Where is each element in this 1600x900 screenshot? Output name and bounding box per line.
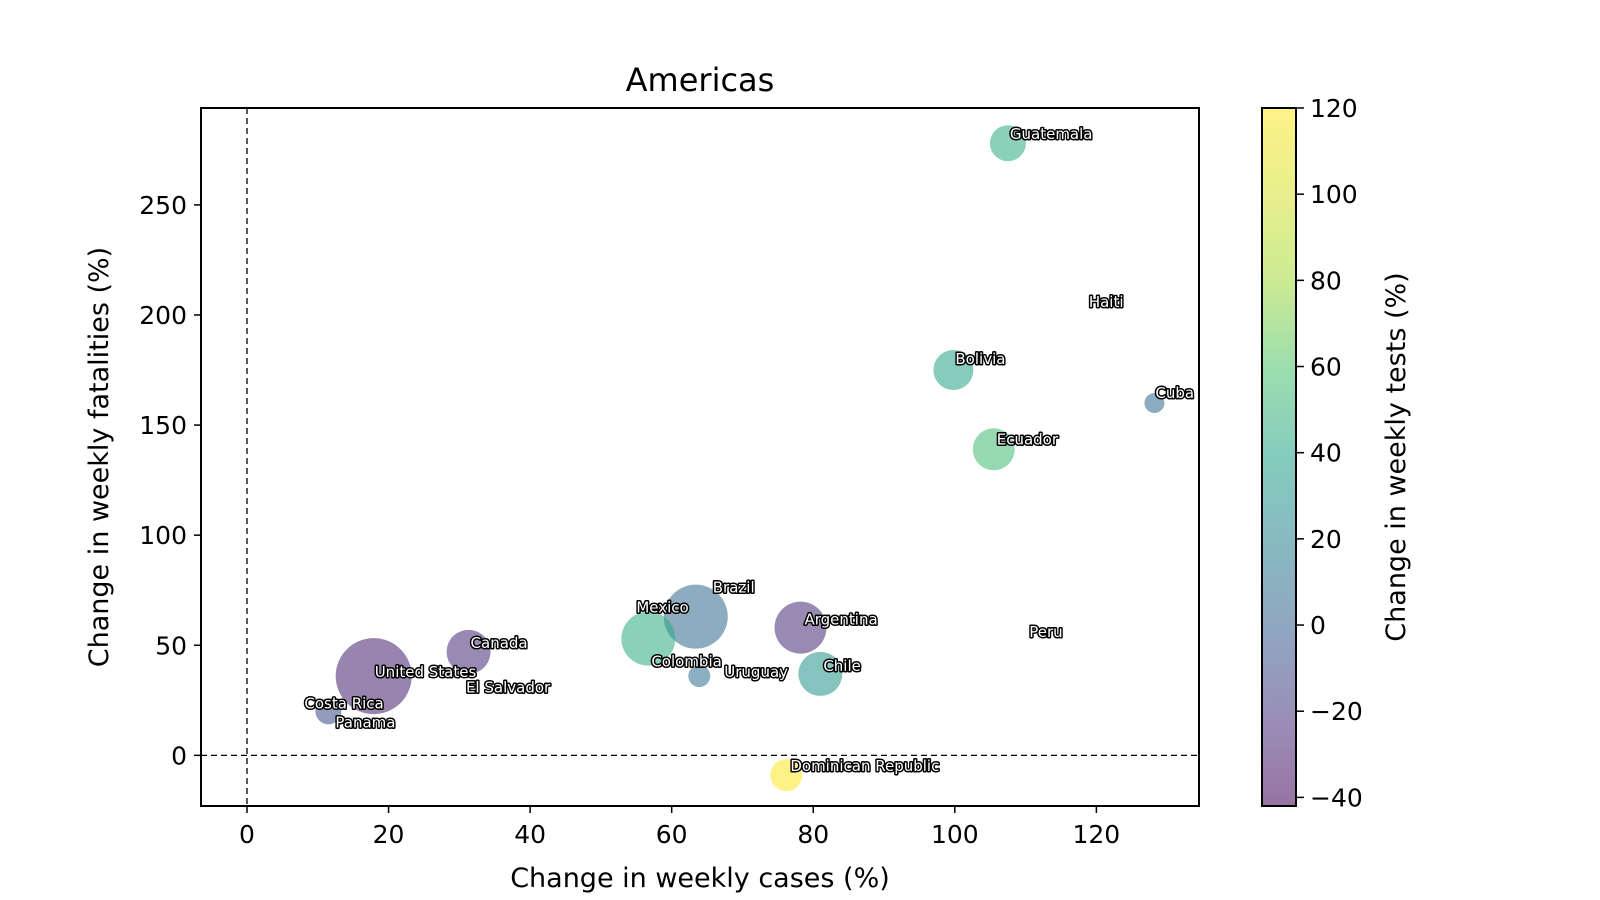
data-point [774,601,827,654]
point-label: Guatemala [1010,125,1093,143]
data-point [446,629,491,674]
point-label: Panama [335,713,395,731]
point-label: Brazil [713,579,755,597]
data-point [989,125,1026,162]
point-label: El Salvador [466,678,551,696]
x-tick-label: 100 [931,820,979,849]
chart-title: Americas [626,61,775,99]
data-point [621,611,676,666]
colorbar-tick-label: 0 [1310,611,1326,640]
y-tick-label: 0 [171,741,187,770]
point-label: Bolivia [955,350,1005,368]
data-point [688,665,711,688]
colorbar-gradient [1261,107,1297,807]
x-tick-label: 20 [373,820,405,849]
x-axis: 0 20 40 60 80 100 120 [239,806,1120,849]
data-point [933,350,974,391]
y-tick-label: 100 [139,521,187,550]
x-tick-label: 60 [656,820,688,849]
point-label: Uruguay [724,663,788,681]
data-point [798,651,843,696]
y-tick-label: 200 [139,301,187,330]
point-label: Mexico [636,599,688,617]
data-point [1144,393,1165,414]
colorbar-tick-label: −40 [1310,783,1363,812]
point-label: Ecuador [997,430,1059,448]
colorbar-tick-label: 80 [1310,266,1342,295]
point-label: Cuba [1155,384,1194,402]
colorbar-tick-label: 40 [1310,439,1342,468]
x-tick-label: 120 [1073,820,1121,849]
colorbar-tick-label: 120 [1310,94,1358,123]
point-label: Haiti [1089,293,1124,311]
point-label: Argentina [805,611,878,629]
point-label: Dominican Republic [790,757,939,775]
y-tick-label: 250 [139,191,187,220]
y-axis-label: Change in weekly fatalities (%) [84,247,115,667]
y-axis: 0 50 100 150 200 250 [139,191,201,770]
x-axis-label: Change in weekly cases (%) [510,863,890,894]
colorbar-label: Change in weekly tests (%) [1381,272,1412,641]
point-label: Canada [471,634,528,652]
colorbar-tick-label: 60 [1310,353,1342,382]
plot-frame [200,107,1200,807]
point-label: Colombia [651,653,722,671]
y-tick-label: 150 [139,411,187,440]
x-tick-label: 40 [514,820,546,849]
point-label: Chile [823,657,861,675]
data-point [335,638,412,715]
colorbar-tick-label: −20 [1310,697,1363,726]
point-label: United States [375,663,477,681]
point-label: Peru [1029,623,1062,641]
x-tick-label: 0 [239,820,255,849]
colorbar-tick-label: 20 [1310,525,1342,554]
colorbar: −40 −20 0 20 40 60 80 100 120 Change in weekly t… [1261,94,1412,812]
plot-area: Guatemala Haiti Bolivia Cuba Ecuador Mexico Br… [200,107,1200,807]
data-point [663,584,728,649]
data-point [315,698,342,725]
colorbar-tick-label: 100 [1310,180,1358,209]
point-label: Costa Rica [304,694,383,712]
data-point [770,759,803,792]
data-point [972,428,1015,471]
x-tick-label: 80 [797,820,829,849]
y-tick-label: 50 [155,631,187,660]
